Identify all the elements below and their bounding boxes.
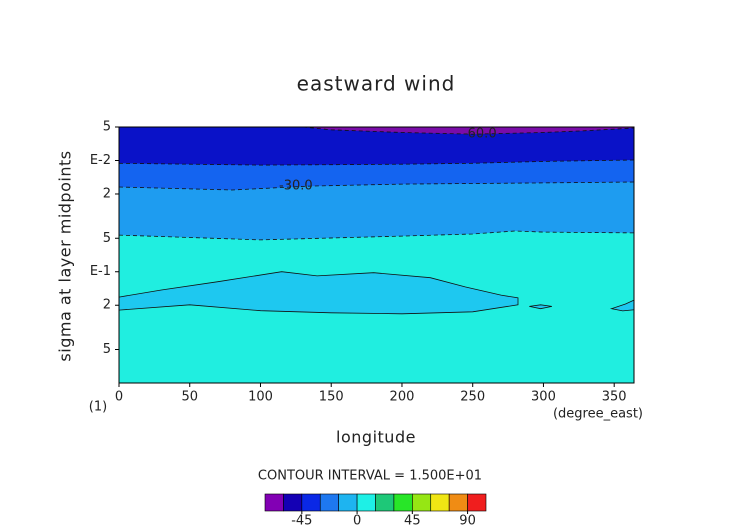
contour-label: -60.0 [463, 127, 497, 142]
colorbar-box [264, 493, 284, 512]
plot-frame [118, 126, 635, 384]
y-tick-label: 5 [103, 342, 111, 357]
x-tick-label: 250 [460, 390, 485, 405]
x-tick-label: 0 [115, 390, 123, 405]
x-axis-title: longitude [336, 428, 416, 447]
y-axis-title: sigma at layer midpoints [56, 150, 75, 361]
colorbar-box [356, 493, 376, 512]
contour-line [118, 271, 519, 315]
y-tick-label: 5 [103, 231, 111, 246]
colorbar-tick-label: 90 [459, 514, 476, 529]
x-tick-label: 200 [390, 390, 415, 405]
x-tick-label: 150 [319, 390, 344, 405]
colorbar-box [338, 493, 358, 512]
colorbar-box [448, 493, 468, 512]
x-tick-label: 100 [248, 390, 273, 405]
y-unit: (1) [89, 400, 107, 415]
colorbar-box [430, 493, 450, 512]
y-tick-label: 5 [103, 120, 111, 135]
colorbar-box [467, 493, 487, 512]
contour-line [529, 304, 552, 310]
contour-fill [302, 127, 634, 135]
y-tick-label: 2 [103, 186, 111, 201]
contour-fill [119, 127, 634, 166]
colorbar-tick-label: 45 [404, 514, 421, 529]
chart-title: eastward wind [297, 72, 456, 96]
x-unit: (degree_east) [553, 407, 643, 422]
contour-line [118, 159, 635, 166]
colorbar-box [375, 493, 395, 512]
x-tick-label: 50 [181, 390, 198, 405]
contour-line [118, 230, 635, 241]
colorbar-box [412, 493, 432, 512]
contour-fill [119, 271, 518, 314]
y-tick-label: E-2 [90, 153, 111, 168]
colorbar-box [319, 493, 339, 512]
x-tick-label: 300 [531, 390, 556, 405]
contour-line [302, 126, 635, 135]
contour-interval: CONTOUR INTERVAL = 1.500E+01 [258, 469, 482, 484]
colorbar-box [283, 493, 303, 512]
colorbar-box [393, 493, 413, 512]
y-tick-label: E-1 [90, 264, 111, 279]
contour-label: -30.0 [279, 179, 313, 194]
colorbar-tick-label: -45 [291, 514, 312, 529]
colorbar-box [301, 493, 321, 512]
contour-line [118, 181, 635, 191]
colorbar-tick-label: 0 [353, 514, 361, 529]
y-tick-label: 2 [103, 298, 111, 313]
x-tick-label: 350 [602, 390, 627, 405]
